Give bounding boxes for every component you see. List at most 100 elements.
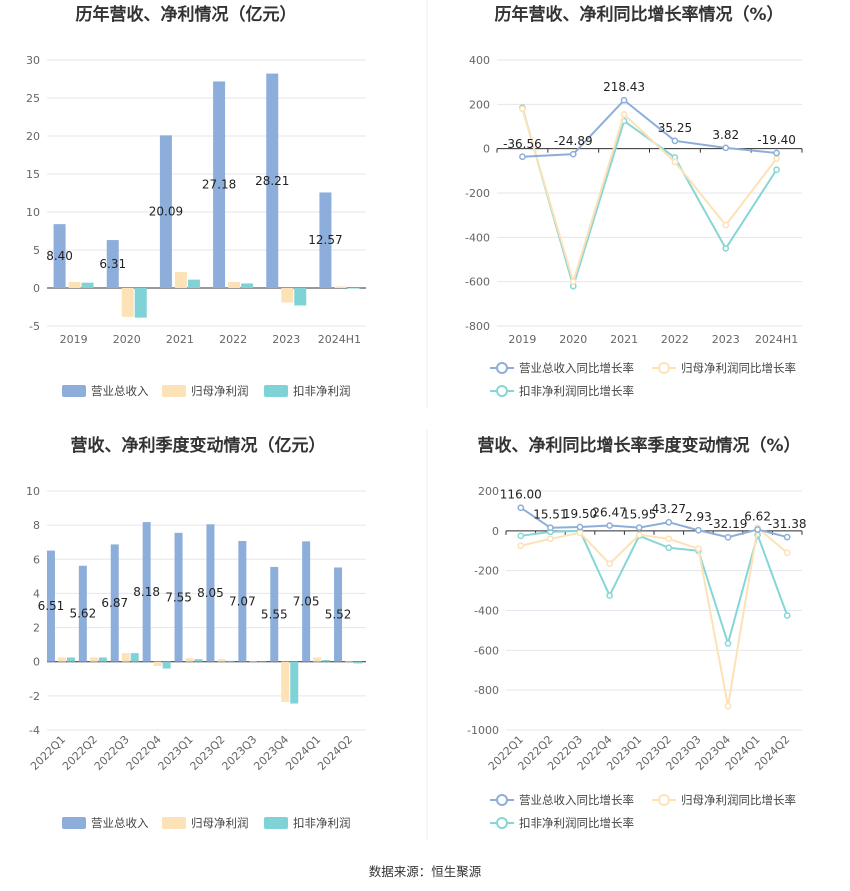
series-point-0 (620, 96, 628, 104)
series-line-2 (520, 529, 789, 647)
y-tick-label: -200 (465, 187, 490, 200)
y-tick-label: 25 (26, 92, 40, 105)
x-tick-label: 2024Q2 (315, 733, 355, 773)
series-point-2 (722, 245, 730, 252)
legend-label: 营业总收入同比增长率 (519, 361, 634, 375)
series-line-0 (522, 98, 777, 158)
series-point-0 (671, 137, 679, 145)
bar-data-label: 8.40 (46, 249, 73, 263)
y-tick-label: -600 (465, 276, 490, 289)
bar-net-profit (153, 661, 162, 666)
legend-marker (496, 817, 508, 829)
bar-revenue (142, 522, 151, 662)
bar-net-profit (281, 661, 290, 702)
y-tick-label: 200 (478, 485, 499, 498)
series-point-2 (783, 612, 791, 619)
series-point-2 (517, 532, 525, 540)
series-point-1 (671, 158, 679, 166)
bar-deducted-profit (81, 282, 94, 288)
y-tick-label: -5 (29, 320, 40, 333)
bar-revenue (334, 567, 343, 662)
series-point-1 (665, 535, 673, 543)
series-line-0 (520, 506, 788, 539)
chart-title: 营收、净利季度变动情况（亿元） (71, 435, 326, 456)
bar-net-profit (217, 659, 226, 662)
bar-revenue (302, 541, 311, 662)
x-tick-label: 2023 (712, 333, 740, 346)
bar-net-profit (345, 660, 354, 662)
bar-revenue (270, 566, 279, 662)
x-tick-label: 2024H1 (318, 333, 361, 346)
line-data-label: 116.00 (500, 488, 542, 502)
series-line-1 (520, 525, 788, 707)
bar-deducted-profit (98, 657, 107, 662)
legend-label: 营业总收入 (91, 816, 149, 830)
legend-label: 扣非净利润 (293, 384, 351, 398)
line-data-label: 218.43 (603, 80, 645, 94)
legend-label: 归母净利润 (191, 816, 249, 830)
series-point-0 (773, 149, 780, 157)
bar-revenue (238, 541, 247, 662)
legend-swatch (62, 817, 86, 829)
bar-revenue (159, 135, 172, 288)
series-point-0 (519, 153, 526, 161)
legend-marker (658, 794, 670, 806)
series-point-1 (517, 542, 525, 550)
series-point-1 (773, 155, 780, 162)
bar-net-profit (121, 288, 134, 317)
legend-label: 归母净利润 (191, 384, 249, 398)
x-tick-label: 2019 (508, 333, 536, 346)
legend-swatch (62, 385, 86, 397)
annual-growth-chart: 历年营收、净利同比增长率情况（%） -800 -600 -400 -200 0 200 40… (465, 4, 803, 398)
bar-deducted-profit (162, 661, 171, 669)
series-point-0 (517, 504, 525, 512)
line-data-label: -19.40 (757, 133, 796, 147)
series-point-1 (695, 545, 702, 553)
annual-revenue-profit-chart: 历年营收、净利情况（亿元） -5 0 5 10 15 20 25 30 2019 2020 2021… (26, 4, 366, 398)
bar-deducted-profit (66, 657, 75, 662)
bar-net-profit (185, 658, 194, 662)
bar-data-label: 20.09 (149, 205, 183, 219)
legend-swatch (264, 385, 288, 397)
bar-revenue (78, 565, 87, 662)
bar-data-label: 7.55 (165, 590, 192, 604)
quarterly-growth-chart: 营收、净利同比增长率季度变动情况（%） -1000 -800 -600 -400 -20… (467, 435, 807, 830)
line-data-label: 43.27 (652, 502, 686, 516)
y-tick-label: -800 (465, 320, 490, 333)
series-point-1 (576, 529, 584, 537)
y-tick-label: 5 (33, 244, 40, 257)
y-tick-label: -400 (465, 231, 490, 244)
bar-revenue (46, 550, 55, 662)
x-tick-label: 2021 (610, 333, 638, 346)
x-tick-label: 2020 (113, 333, 141, 346)
x-tick-label: 2019 (60, 333, 88, 346)
y-tick-label: -2 (29, 690, 40, 703)
quarterly-revenue-profit-chart: 营收、净利季度变动情况（亿元） -4-202468102022Q12022Q22… (26, 435, 366, 830)
legend-label: 扣非净利润同比增长率 (519, 384, 634, 398)
x-tick-label: 2021 (166, 333, 194, 346)
x-tick-label: 2020 (559, 333, 587, 346)
series-point-0 (635, 524, 643, 532)
line-data-label: 19.50 (563, 507, 597, 521)
bar-data-label: 7.05 (293, 595, 320, 609)
y-tick-label: 200 (469, 98, 490, 111)
y-tick-label: -200 (474, 565, 499, 578)
bar-revenue (110, 544, 119, 662)
series-point-1 (722, 221, 730, 229)
legend-label: 扣非净利润同比增长率 (519, 816, 634, 830)
bar-deducted-profit (226, 660, 235, 662)
chart-title: 历年营收、净利情况（亿元） (76, 4, 297, 25)
y-tick-label: 0 (33, 656, 40, 669)
series-point-2 (606, 592, 613, 599)
series-point-1 (635, 531, 643, 539)
series-point-0 (606, 522, 613, 529)
legend-swatch (162, 817, 186, 829)
bar-data-label: 5.62 (69, 607, 96, 621)
legend-label: 扣非净利润 (293, 816, 351, 830)
legend-marker (496, 794, 508, 806)
series-point-0 (724, 533, 732, 541)
bar-deducted-profit (258, 661, 267, 663)
legend-marker (496, 362, 508, 374)
y-tick-label: 0 (33, 282, 40, 295)
legend-label: 营业总收入同比增长率 (519, 793, 634, 807)
